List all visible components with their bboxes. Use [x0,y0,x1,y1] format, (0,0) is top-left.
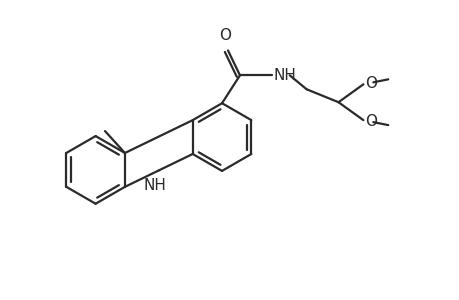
Text: NH: NH [273,68,296,83]
Text: O: O [364,114,376,129]
Text: O: O [364,76,376,91]
Text: O: O [218,28,230,44]
Text: NH: NH [143,178,166,194]
